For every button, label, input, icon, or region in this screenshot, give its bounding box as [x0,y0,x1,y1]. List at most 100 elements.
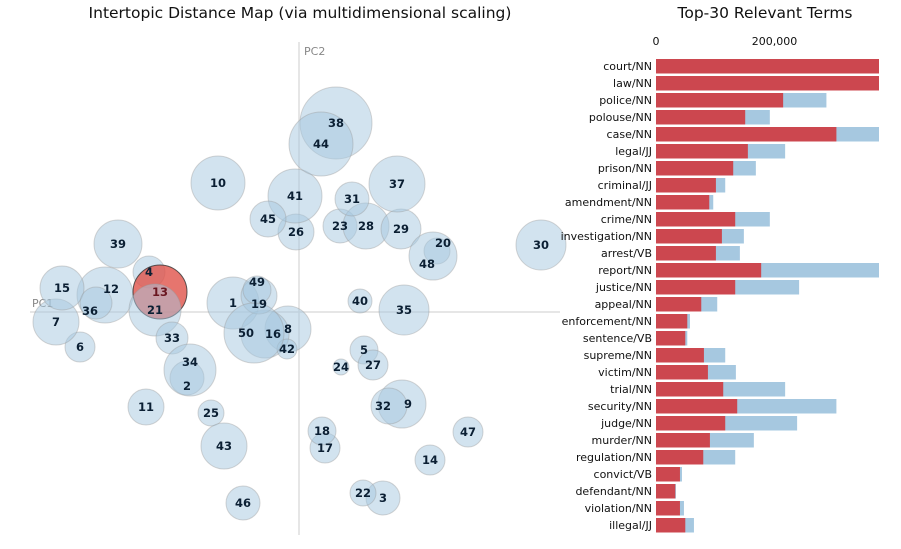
term-label[interactable]: legal/JJ [615,145,652,158]
scatter-title: Intertopic Distance Map (via multidimens… [89,4,512,22]
term-label[interactable]: investigation/NN [561,230,652,243]
bar-axis-tick: 200,000 [752,35,798,48]
bar-topic-convict/VB[interactable] [656,467,680,482]
bar-topic-enforcement/NN[interactable] [656,314,688,329]
term-label[interactable]: enforcement/NN [562,315,652,328]
term-label[interactable]: appeal/NN [595,298,652,311]
term-label[interactable]: victim/NN [598,366,652,379]
topic-circle-50[interactable] [223,302,285,364]
bar-topic-prison/NN[interactable] [656,161,734,176]
term-label[interactable]: defendant/NN [575,485,652,498]
bar-topic-case/NN[interactable] [656,127,837,142]
topic-circle-34[interactable] [163,343,217,397]
topic-circle-36[interactable] [79,286,113,320]
topic-circle-14[interactable] [414,444,446,476]
term-label[interactable]: case/NN [607,128,652,141]
bar-topic-court/NN[interactable] [656,59,879,74]
topic-label-8: 8 [284,322,292,336]
bar-topic-crime/NN[interactable] [656,212,736,227]
topic-circle-6[interactable] [64,331,96,363]
term-label[interactable]: law/NN [613,77,652,90]
term-label[interactable]: arrest/VB [601,247,652,260]
bar-axis-tick: 0 [653,35,660,48]
topic-circle-11[interactable] [127,388,165,426]
topic-label-21: 21 [147,303,163,317]
term-label[interactable]: illegal/JJ [609,519,652,532]
bar-topic-murder/NN[interactable] [656,433,710,448]
term-label[interactable]: violation/NN [585,502,652,515]
topic-label-38: 38 [328,116,344,130]
topic-circle-32[interactable] [370,387,408,425]
topic-circle-24[interactable] [332,358,350,376]
bar-topic-judge/NN[interactable] [656,416,726,431]
topic-label-31: 31 [344,192,360,206]
topic-circle-40[interactable] [347,288,373,314]
topic-circle-15[interactable] [39,265,85,311]
topic-circle-46[interactable] [225,485,261,521]
topic-circle-39[interactable] [93,219,143,269]
topic-label-43: 43 [216,439,232,453]
topic-circle-25[interactable] [197,399,225,427]
term-label[interactable]: court/NN [603,60,652,73]
term-label[interactable]: police/NN [599,94,652,107]
topic-circle-45[interactable] [249,200,287,238]
term-label[interactable]: report/NN [598,264,652,277]
term-label[interactable]: sentence/VB [583,332,652,345]
bar-topic-appeal/NN[interactable] [656,297,702,312]
bar-topic-regulation/NN[interactable] [656,450,704,465]
bar-topic-violation/NN[interactable] [656,501,680,516]
term-label[interactable]: amendment/NN [565,196,652,209]
term-label[interactable]: justice/NN [595,281,652,294]
term-label[interactable]: trial/NN [610,383,652,396]
term-label[interactable]: murder/NN [592,434,652,447]
topic-label-32: 32 [375,399,391,413]
term-label[interactable]: security/NN [588,400,652,413]
topic-circle-43[interactable] [200,422,248,470]
topic-circle-48[interactable] [408,231,458,281]
bar-topic-criminal/JJ[interactable] [656,178,716,193]
topic-label-35: 35 [396,303,412,317]
topic-circle-47[interactable] [452,416,484,448]
bar-topic-arrest/VB[interactable] [656,246,716,261]
term-bars: 0 200,000 court/NN law/NN police/NN polouse/N… [561,35,879,533]
bar-topic-illegal/JJ[interactable] [656,518,686,533]
topic-circle-30[interactable] [515,219,567,271]
bar-topic-legal/JJ[interactable] [656,144,748,159]
bar-topic-police/NN[interactable] [656,93,784,108]
topic-label-15: 15 [54,281,70,295]
topic-circle-10[interactable] [190,155,246,211]
topic-label-29: 29 [393,222,409,236]
term-label[interactable]: supreme/NN [584,349,652,362]
topic-circle-22[interactable] [349,479,377,507]
topic-circle-44[interactable] [288,111,354,177]
bar-topic-trial/NN[interactable] [656,382,724,397]
bar-topic-victim/NN[interactable] [656,365,708,380]
topic-circle-18[interactable] [307,416,337,446]
topic-label-12: 12 [103,282,119,296]
topic-circle-31[interactable] [334,181,370,217]
bar-topic-amendment/NN[interactable] [656,195,710,210]
topic-label-3: 3 [379,491,387,505]
topic-label-37: 37 [389,177,405,191]
bar-topic-report/NN[interactable] [656,263,762,278]
term-label[interactable]: judge/NN [600,417,652,430]
bar-topic-investigation/NN[interactable] [656,229,722,244]
bar-topic-supreme/NN[interactable] [656,348,704,363]
topic-label-10: 10 [210,176,226,190]
topic-label-13: 13 [152,285,168,299]
bar-topic-defendant/NN[interactable] [656,484,676,499]
bar-topic-justice/NN[interactable] [656,280,736,295]
bar-topic-sentence/VB[interactable] [656,331,686,346]
term-label[interactable]: criminal/JJ [598,179,652,192]
bar-topic-law/NN[interactable] [656,76,879,91]
term-label[interactable]: polouse/NN [589,111,652,124]
topic-circle-35[interactable] [378,284,430,336]
term-label[interactable]: crime/NN [601,213,652,226]
term-label[interactable]: convict/VB [594,468,652,481]
bar-topic-polouse/NN[interactable] [656,110,746,125]
term-label[interactable]: regulation/NN [576,451,652,464]
topic-circle-37[interactable] [368,155,426,213]
bar-topic-security/NN[interactable] [656,399,738,414]
topic-circle-27[interactable] [357,349,389,381]
term-label[interactable]: prison/NN [598,162,652,175]
